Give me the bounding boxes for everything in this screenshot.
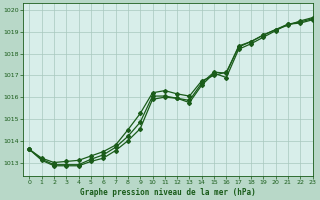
X-axis label: Graphe pression niveau de la mer (hPa): Graphe pression niveau de la mer (hPa) <box>80 188 256 197</box>
